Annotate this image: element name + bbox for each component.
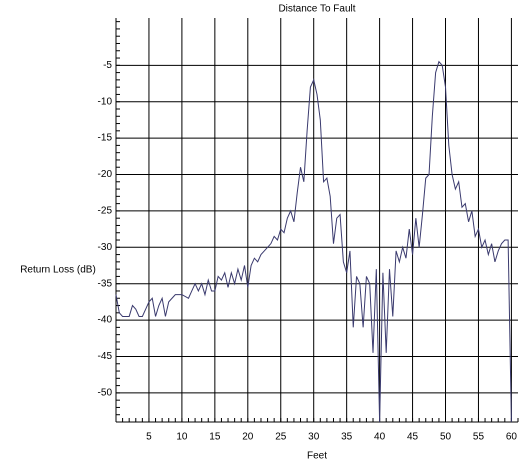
- x-tick-label: 35: [341, 432, 353, 443]
- x-tick-label: 60: [506, 432, 518, 443]
- x-tick-label: 55: [473, 432, 485, 443]
- x-tick-label: 45: [407, 432, 419, 443]
- data-line: [115, 60, 512, 423]
- chart-title: Distance To Fault: [278, 4, 355, 15]
- y-tick-label: -5: [103, 60, 112, 71]
- x-tick-label: 30: [308, 432, 320, 443]
- x-tick-label: 40: [374, 432, 386, 443]
- x-tick-label: 20: [242, 432, 254, 443]
- x-tick-label: 5: [146, 432, 152, 443]
- x-tick-label: 25: [275, 432, 287, 443]
- x-tick-label: 10: [176, 432, 188, 443]
- y-tick-label: -50: [98, 388, 113, 399]
- y-axis-label: Return Loss (dB): [20, 265, 96, 276]
- x-tick-label: 50: [440, 432, 452, 443]
- y-tick-label: -40: [98, 315, 113, 326]
- y-tick-label: -15: [98, 133, 113, 144]
- x-axis-label: Feet: [307, 451, 327, 462]
- y-tick-label: -10: [98, 96, 113, 107]
- y-tick-label: -30: [98, 242, 113, 253]
- y-tick-label: -35: [98, 278, 113, 289]
- y-tick-label: -25: [98, 206, 113, 217]
- y-tick-label: -45: [98, 351, 113, 362]
- x-tick-label: 15: [209, 432, 221, 443]
- y-tick-label: -20: [98, 169, 113, 180]
